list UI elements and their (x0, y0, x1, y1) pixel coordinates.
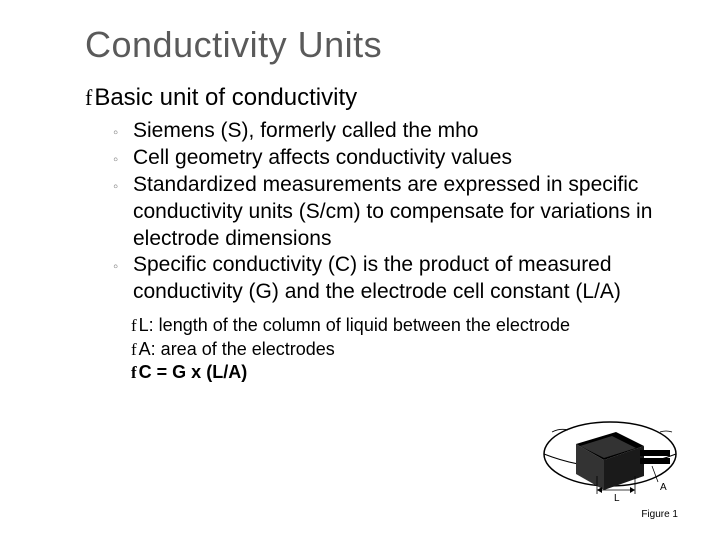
sub-bullet-text: Siemens (S), formerly called the mho (133, 118, 670, 145)
open-circle-bullet-icon: ◦ (113, 123, 123, 142)
electrode-diagram-icon: L A (540, 404, 680, 504)
sub-sub-bullet-list: f L: length of the column of liquid betw… (131, 314, 670, 384)
sub-sub-bullet-text: L: length of the column of liquid betwee… (139, 314, 570, 337)
sub-bullet-item: ◦ Siemens (S), formerly called the mho (113, 118, 670, 145)
curly-bullet-icon: f (85, 85, 92, 111)
open-circle-bullet-icon: ◦ (113, 257, 123, 276)
sub-sub-bullet-item: f L: length of the column of liquid betw… (131, 314, 670, 337)
sub-bullet-item: ◦ Standardized measurements are expresse… (113, 172, 670, 253)
sub-bullet-text: Cell geometry affects conductivity value… (133, 145, 670, 172)
sub-sub-bullet-text: A: area of the electrodes (139, 338, 335, 361)
sub-sub-bullet-item: f C = G x (L/A) (131, 361, 670, 384)
svg-text:A: A (660, 482, 667, 493)
sub-bullet-text: Standardized measurements are expressed … (133, 172, 670, 253)
curly-bullet-icon: f (131, 362, 137, 384)
svg-text:L: L (614, 493, 620, 504)
sub-bullet-list: ◦ Siemens (S), formerly called the mho ◦… (113, 118, 670, 306)
open-circle-bullet-icon: ◦ (113, 177, 123, 196)
curly-bullet-icon: f (131, 339, 137, 361)
curly-bullet-icon: f (131, 315, 137, 337)
sub-bullet-item: ◦ Specific conductivity (C) is the produ… (113, 252, 670, 306)
figure-caption: Figure 1 (641, 509, 678, 520)
sub-sub-bullet-item: f A: area of the electrodes (131, 338, 670, 361)
electrode-cell-figure: L A (540, 404, 680, 504)
slide-title: Conductivity Units (85, 24, 670, 66)
slide-container: Conductivity Units f Basic unit of condu… (0, 0, 720, 540)
sub-sub-bullet-text: C = G x (L/A) (139, 361, 248, 384)
sub-bullet-item: ◦ Cell geometry affects conductivity val… (113, 145, 670, 172)
main-bullet: f Basic unit of conductivity (85, 84, 670, 112)
main-bullet-text: Basic unit of conductivity (94, 84, 357, 112)
sub-bullet-text: Specific conductivity (C) is the product… (133, 252, 670, 306)
open-circle-bullet-icon: ◦ (113, 150, 123, 169)
